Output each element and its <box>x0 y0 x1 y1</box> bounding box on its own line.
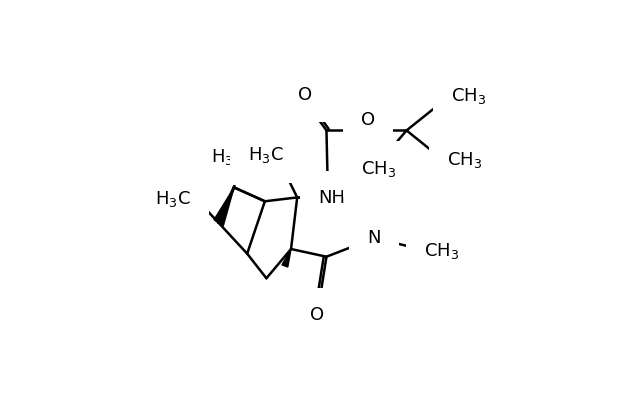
Polygon shape <box>214 188 234 226</box>
Text: H: H <box>367 217 381 235</box>
Text: O: O <box>298 86 312 104</box>
Text: O: O <box>361 111 375 129</box>
Text: H$_3$C: H$_3$C <box>155 189 191 209</box>
Text: CH$_3$: CH$_3$ <box>447 151 482 171</box>
Polygon shape <box>297 197 314 203</box>
Text: CH$_3$: CH$_3$ <box>424 241 460 260</box>
Text: NH: NH <box>318 189 346 207</box>
Text: H$_3$C: H$_3$C <box>248 145 284 165</box>
Text: O: O <box>310 306 324 324</box>
Text: CH$_3$: CH$_3$ <box>361 159 396 179</box>
Text: N: N <box>367 229 381 247</box>
Text: CH$_3$: CH$_3$ <box>451 86 486 106</box>
Polygon shape <box>282 249 291 267</box>
Text: H$_3$C: H$_3$C <box>211 147 247 167</box>
